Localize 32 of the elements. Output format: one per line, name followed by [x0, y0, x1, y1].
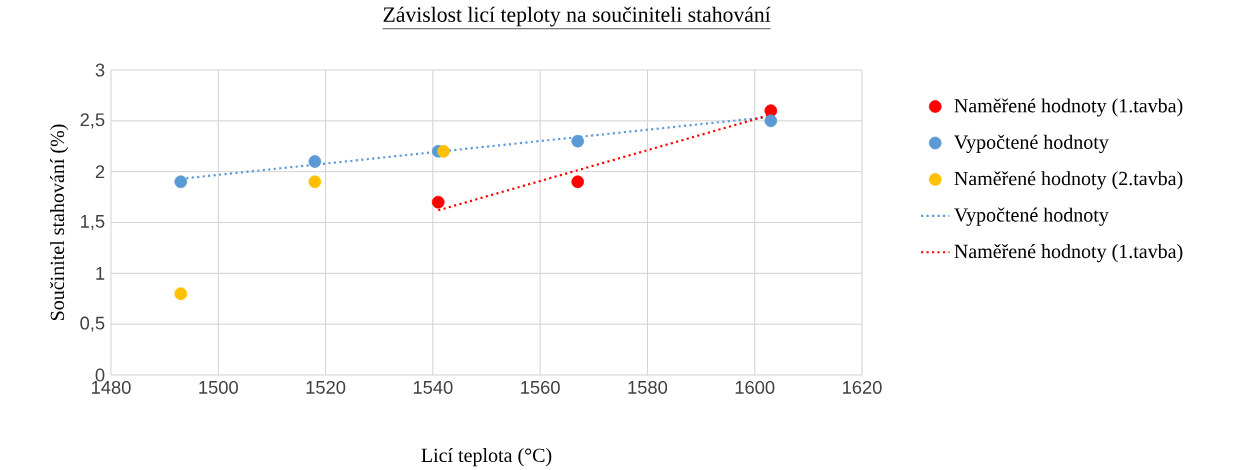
chart-title: Závislost licí teploty na součiniteli stahování [383, 6, 771, 27]
point [174, 175, 188, 189]
x-tick-label: 1480 [92, 380, 131, 394]
y-tick-label: 0,5 [80, 316, 105, 332]
x-tick-label: 1600 [735, 380, 775, 394]
legend-label: Naměřené hodnoty (2.tavba) [954, 171, 1183, 190]
x-tick-label: 1620 [843, 380, 882, 394]
point [308, 175, 322, 189]
point [431, 195, 445, 209]
y-tick-label: 2 [95, 165, 105, 179]
legend-label: Vypočtené hodnoty [954, 207, 1109, 226]
point [571, 134, 585, 148]
point [437, 145, 450, 158]
point [308, 155, 322, 168]
x-tick-label: 1540 [413, 380, 453, 394]
y-tick-label: 2,5 [80, 113, 105, 129]
y-tick-label: 1,5 [81, 215, 105, 230]
x-tick-label: 1520 [306, 380, 346, 394]
x-tick-label: 1560 [521, 380, 560, 394]
point [174, 287, 188, 301]
point [571, 175, 585, 189]
point [764, 114, 778, 128]
x-tick-label: 1580 [628, 380, 668, 394]
legend-label: Vypočtené hodnoty [954, 134, 1109, 154]
legend-label: Naměřené hodnoty (1.tavba) [954, 244, 1183, 263]
legend-label: Naměřené hodnoty (1.tavba) [954, 98, 1183, 117]
y-tick-label: 0 [95, 368, 105, 382]
x-axis-title: Licí teplota (°C) [421, 447, 552, 467]
y-axis-title: Součinitel stahování (%) [50, 124, 69, 321]
x-tick-label: 1500 [199, 380, 238, 394]
y-tick-label: 1 [96, 267, 105, 280]
y-tick-label: 3 [95, 63, 105, 77]
